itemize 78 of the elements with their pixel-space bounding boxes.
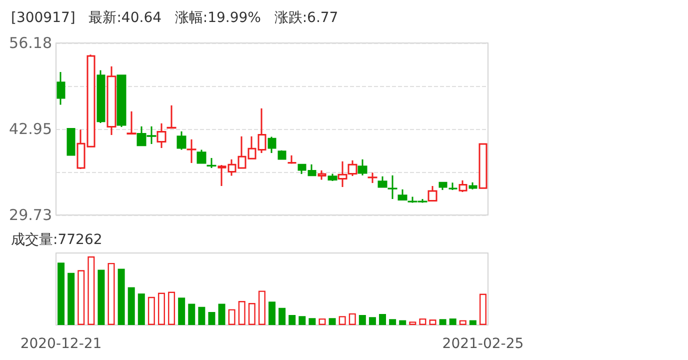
candlestick: [318, 170, 326, 180]
bar: [218, 304, 226, 325]
candlestick: [106, 66, 116, 136]
bar: [68, 272, 75, 325]
bar: [318, 318, 326, 325]
bar: [439, 319, 446, 325]
bar: [98, 270, 105, 325]
bar: [258, 290, 266, 325]
candlestick: [156, 122, 166, 149]
candlestick: [166, 104, 176, 129]
candlestick: [176, 130, 186, 150]
bar: [479, 294, 486, 325]
bar: [88, 256, 95, 325]
bar: [118, 268, 125, 325]
bar: [208, 312, 216, 325]
bar: [308, 318, 316, 325]
candlestick: [96, 70, 106, 124]
bar: [399, 320, 406, 325]
bar: [419, 318, 426, 325]
bar: [178, 298, 186, 325]
candlestick: [398, 188, 408, 200]
bar: [248, 303, 256, 325]
bar: [449, 318, 456, 325]
y-tick-label: 29.73: [9, 206, 52, 224]
candlestick: [126, 110, 136, 134]
bar: [198, 306, 206, 325]
candlestick: [206, 157, 216, 169]
candlestick: [196, 148, 206, 164]
candlestick: [388, 174, 398, 200]
candlestick: [268, 136, 276, 154]
candlestick: [358, 158, 368, 176]
candlestick: [428, 185, 438, 202]
candlestick: [278, 150, 286, 160]
bar: [228, 309, 236, 325]
bar: [168, 292, 176, 325]
bar: [148, 296, 155, 325]
candlestick: [368, 172, 378, 184]
y-tick-label: 56.18: [9, 34, 52, 52]
candlestick: [66, 127, 76, 156]
candlestick: [186, 138, 196, 164]
candlestick: [468, 182, 478, 190]
bar: [58, 262, 65, 325]
bar: [348, 313, 356, 325]
bar: [469, 320, 476, 325]
bar: [128, 287, 135, 325]
candlestick: [328, 172, 338, 182]
y-tick-label: 42.95: [9, 120, 52, 138]
bar: [278, 308, 286, 325]
candlestick: [478, 143, 488, 189]
bar: [368, 317, 376, 325]
candlestick: [458, 180, 468, 193]
chart-title: [300917] 最新:40.64 涨幅:19.99% 涨跌:6.77: [11, 10, 338, 26]
bar: [298, 316, 306, 325]
candlestick: [56, 71, 66, 106]
bar: [409, 322, 416, 325]
bar: [138, 293, 145, 325]
candlestick: [288, 154, 296, 164]
bar: [358, 315, 366, 325]
x-tick-label: 2020-12-21: [20, 336, 102, 352]
candlestick: [378, 176, 388, 188]
bar: [108, 262, 115, 325]
bar: [328, 318, 336, 325]
bar: [379, 314, 386, 325]
bar: [238, 301, 246, 325]
candlestick: [448, 182, 458, 191]
bar: [429, 320, 436, 325]
x-tick-label: 2021-02-25: [442, 336, 524, 352]
bar: [78, 270, 85, 325]
bar: [288, 315, 296, 325]
candlestick: [116, 74, 126, 128]
bar: [338, 316, 346, 325]
chart-title: 成交量:77262: [11, 232, 102, 248]
bar: [158, 292, 165, 325]
bar: [389, 319, 396, 325]
bar: [268, 302, 276, 325]
bar: [188, 304, 196, 325]
bar: [459, 320, 466, 325]
candlestick: [438, 182, 448, 191]
